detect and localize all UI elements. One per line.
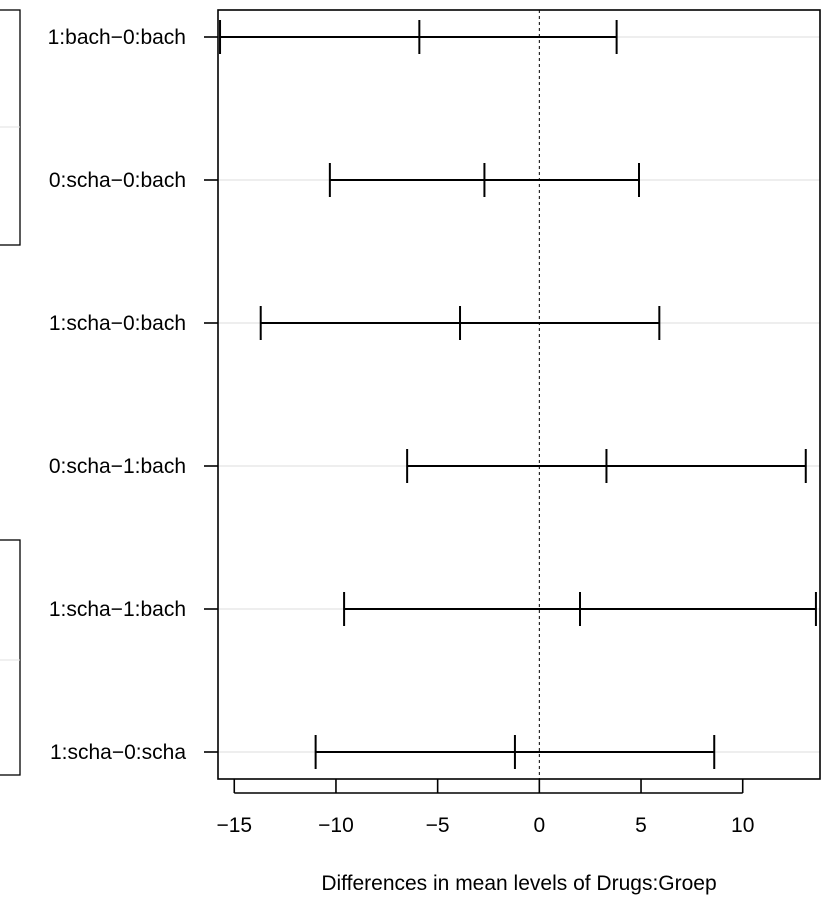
left-panel-frame-bottom xyxy=(0,539,21,776)
x-axis-label: Differences in mean levels of Drugs:Groe… xyxy=(321,872,716,895)
y-tick-label: 0:scha−1:bach xyxy=(49,455,186,478)
x-tick-label: 0 xyxy=(533,814,545,837)
x-tick-label: −15 xyxy=(216,814,252,837)
plot-frame xyxy=(217,9,821,780)
y-tick-label: 1:scha−1:bach xyxy=(49,598,186,621)
interval-1 xyxy=(328,163,640,197)
confidence-intervals xyxy=(219,20,817,769)
x-tick-label: 5 xyxy=(635,814,647,837)
y-tick-label: 1:bach−0:bach xyxy=(48,26,186,49)
interval-4 xyxy=(343,592,817,626)
interval-5 xyxy=(314,735,716,769)
interval-3 xyxy=(406,449,807,483)
x-tick-label: −5 xyxy=(426,814,450,837)
y-axis: 1:bach−0:bach 0:scha−0:bach 1:scha−0:bach 0… xyxy=(48,26,218,764)
interval-2 xyxy=(259,306,661,340)
interval-0 xyxy=(219,20,618,54)
x-tick-label: 10 xyxy=(731,814,754,837)
y-tick-label: 1:scha−0:scha xyxy=(50,741,186,764)
y-tick-label: 1:scha−0:bach xyxy=(49,312,186,335)
y-tick-label: 0:scha−0:bach xyxy=(49,169,186,192)
x-axis: −15 −10 −5 0 5 10 xyxy=(216,779,754,837)
gridlines xyxy=(218,36,820,753)
x-tick-label: −10 xyxy=(318,814,354,837)
